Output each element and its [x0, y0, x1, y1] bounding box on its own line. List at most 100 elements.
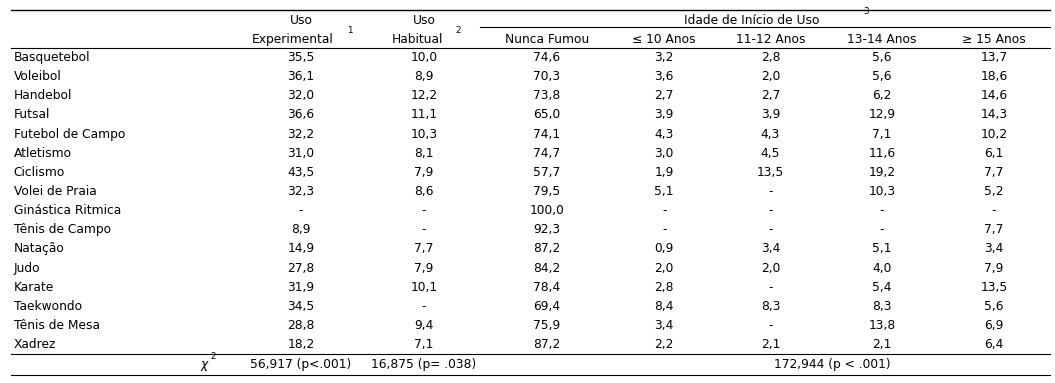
Text: 2: 2 [211, 352, 216, 361]
Text: 5,1: 5,1 [654, 185, 674, 198]
Text: ≤ 10 Anos: ≤ 10 Anos [632, 33, 696, 46]
Text: 6,1: 6,1 [984, 147, 1003, 160]
Text: 14,6: 14,6 [980, 89, 1008, 102]
Text: -: - [880, 204, 884, 217]
Text: 8,3: 8,3 [872, 300, 891, 313]
Text: -: - [768, 185, 772, 198]
Text: 5,6: 5,6 [984, 300, 1003, 313]
Text: 5,4: 5,4 [872, 281, 891, 294]
Text: 57,7: 57,7 [533, 166, 560, 179]
Text: -: - [768, 223, 772, 236]
Text: 10,3: 10,3 [410, 128, 438, 141]
Text: Futsal: Futsal [14, 108, 50, 121]
Text: 27,8: 27,8 [287, 262, 314, 275]
Text: 92,3: 92,3 [534, 223, 560, 236]
Text: 2,0: 2,0 [761, 262, 780, 275]
Text: 78,4: 78,4 [533, 281, 560, 294]
Text: 2: 2 [456, 26, 461, 35]
Text: -: - [768, 281, 772, 294]
Text: 69,4: 69,4 [534, 300, 560, 313]
Text: -: - [422, 204, 426, 217]
Text: 12,9: 12,9 [868, 108, 896, 121]
Text: 7,9: 7,9 [415, 262, 434, 275]
Text: 32,2: 32,2 [288, 128, 314, 141]
Text: 2,0: 2,0 [654, 262, 674, 275]
Text: 7,7: 7,7 [984, 166, 1003, 179]
Text: 74,1: 74,1 [534, 128, 560, 141]
Text: 2,1: 2,1 [761, 338, 780, 351]
Text: Ciclismo: Ciclismo [14, 166, 65, 179]
Text: -: - [299, 204, 304, 217]
Text: 5,1: 5,1 [872, 242, 891, 255]
Text: 28,8: 28,8 [287, 319, 314, 332]
Text: -: - [880, 223, 884, 236]
Text: 5,6: 5,6 [872, 70, 891, 83]
Text: 13,8: 13,8 [868, 319, 896, 332]
Text: Volei de Praia: Volei de Praia [14, 185, 96, 198]
Text: Karate: Karate [14, 281, 54, 294]
Text: Futebol de Campo: Futebol de Campo [14, 128, 126, 141]
Text: 7,7: 7,7 [984, 223, 1003, 236]
Text: 13,7: 13,7 [980, 51, 1008, 64]
Text: 73,8: 73,8 [533, 89, 560, 102]
Text: 3,9: 3,9 [654, 108, 674, 121]
Text: 5,6: 5,6 [872, 51, 891, 64]
Text: 6,4: 6,4 [984, 338, 1003, 351]
Text: 6,9: 6,9 [984, 319, 1003, 332]
Text: 10,1: 10,1 [410, 281, 438, 294]
Text: 74,6: 74,6 [534, 51, 560, 64]
Text: 19,2: 19,2 [868, 166, 896, 179]
Text: 70,3: 70,3 [534, 70, 560, 83]
Text: Uso: Uso [413, 14, 436, 26]
Text: Habitual: Habitual [392, 33, 443, 46]
Text: χ: χ [200, 358, 208, 371]
Text: 12,2: 12,2 [410, 89, 438, 102]
Text: Atletismo: Atletismo [14, 147, 72, 160]
Text: 10,2: 10,2 [980, 128, 1008, 141]
Text: 7,7: 7,7 [415, 242, 434, 255]
Text: 31,9: 31,9 [288, 281, 314, 294]
Text: 8,6: 8,6 [415, 185, 434, 198]
Text: 14,9: 14,9 [288, 242, 314, 255]
Text: 1,9: 1,9 [654, 166, 674, 179]
Text: 8,9: 8,9 [291, 223, 311, 236]
Text: 3,4: 3,4 [654, 319, 674, 332]
Text: 36,6: 36,6 [288, 108, 314, 121]
Text: 100,0: 100,0 [530, 204, 564, 217]
Text: Idade de Início de Uso: Idade de Início de Uso [685, 14, 820, 26]
Text: Taekwondo: Taekwondo [14, 300, 82, 313]
Text: 2,7: 2,7 [654, 89, 674, 102]
Text: 3,4: 3,4 [761, 242, 780, 255]
Text: Natação: Natação [14, 242, 64, 255]
Text: 43,5: 43,5 [287, 166, 314, 179]
Text: -: - [768, 204, 772, 217]
Text: 4,3: 4,3 [654, 128, 674, 141]
Text: 2,1: 2,1 [872, 338, 891, 351]
Text: 6,2: 6,2 [872, 89, 891, 102]
Text: Handebol: Handebol [14, 89, 72, 102]
Text: 13,5: 13,5 [980, 281, 1008, 294]
Text: Tênis de Campo: Tênis de Campo [14, 223, 111, 236]
Text: 65,0: 65,0 [533, 108, 560, 121]
Text: -: - [422, 223, 426, 236]
Text: 18,2: 18,2 [287, 338, 314, 351]
Text: Uso: Uso [289, 14, 312, 26]
Text: 56,917 (p<.001): 56,917 (p<.001) [250, 358, 351, 371]
Text: 79,5: 79,5 [533, 185, 560, 198]
Text: 3: 3 [863, 7, 868, 16]
Text: 8,4: 8,4 [654, 300, 674, 313]
Text: 0,9: 0,9 [654, 242, 674, 255]
Text: 11,1: 11,1 [410, 108, 438, 121]
Text: 84,2: 84,2 [533, 262, 560, 275]
Text: 87,2: 87,2 [533, 338, 560, 351]
Text: 8,1: 8,1 [415, 147, 434, 160]
Text: 8,3: 8,3 [761, 300, 780, 313]
Text: 2,0: 2,0 [761, 70, 780, 83]
Text: 87,2: 87,2 [533, 242, 560, 255]
Text: 35,5: 35,5 [287, 51, 314, 64]
Text: 4,3: 4,3 [761, 128, 780, 141]
Text: 3,9: 3,9 [761, 108, 780, 121]
Text: -: - [661, 223, 667, 236]
Text: Voleibol: Voleibol [14, 70, 61, 83]
Text: -: - [768, 319, 772, 332]
